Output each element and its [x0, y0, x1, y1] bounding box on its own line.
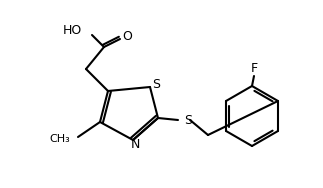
- Text: O: O: [122, 30, 132, 42]
- Text: HO: HO: [63, 24, 82, 36]
- Text: S: S: [184, 114, 192, 127]
- Text: S: S: [152, 79, 160, 92]
- Text: N: N: [130, 139, 140, 152]
- Text: F: F: [250, 62, 257, 76]
- Text: CH₃: CH₃: [49, 134, 70, 144]
